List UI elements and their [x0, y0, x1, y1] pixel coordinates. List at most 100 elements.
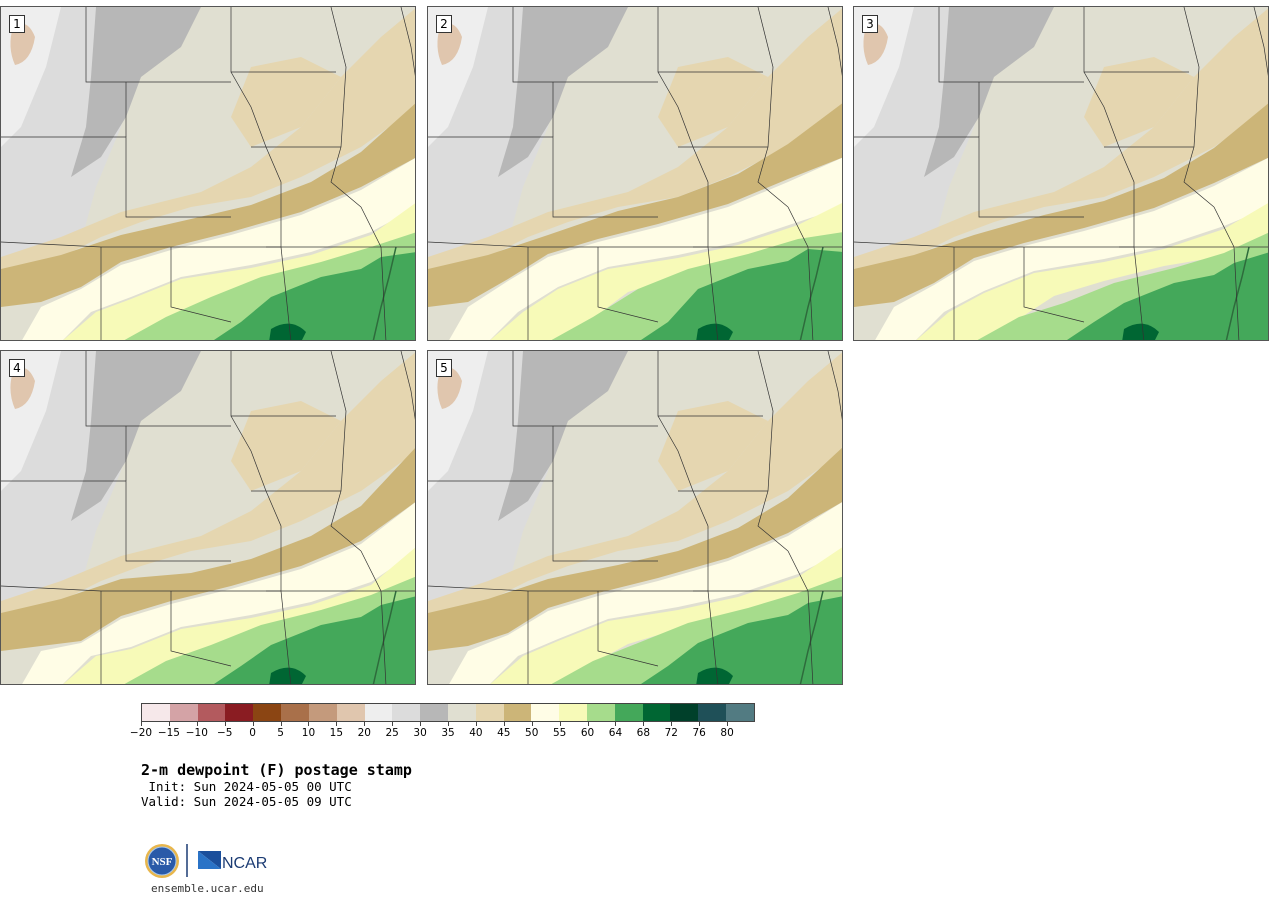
- state-border: [428, 480, 658, 562]
- state-border: [512, 7, 658, 83]
- colorbar-tickmark: [531, 722, 533, 726]
- colorbar-tickmark: [559, 722, 561, 726]
- colorbar-tick-label: 30: [413, 727, 427, 739]
- dewpoint-map-5: [428, 351, 842, 684]
- colorbar-tick-label: 40: [469, 727, 483, 739]
- panel-5[interactable]: 5: [427, 350, 843, 685]
- state-border: [707, 246, 719, 340]
- panel-4[interactable]: 4: [0, 350, 416, 685]
- state-border: [707, 590, 719, 684]
- colorbar-tickmark: [336, 722, 338, 726]
- panel-2[interactable]: 2: [427, 6, 843, 341]
- river-line: [372, 246, 397, 340]
- colorbar-tickmark: [615, 722, 617, 726]
- state-border: [1213, 206, 1240, 340]
- colorbar-swatch: [336, 704, 365, 721]
- dewpoint-band-64: [214, 252, 415, 340]
- dewpoint-band-68: [269, 323, 306, 340]
- state-border: [360, 206, 387, 340]
- colorbar-swatch: [169, 704, 198, 721]
- colorbar-tickmark: [671, 722, 673, 726]
- river-line: [372, 590, 397, 684]
- colorbar-tick-label: 45: [497, 727, 511, 739]
- colorbar-tick-label: 50: [525, 727, 539, 739]
- dewpoint-band-55: [63, 203, 415, 340]
- panel-label: 2: [436, 15, 452, 33]
- state-border: [428, 136, 658, 218]
- state-border: [360, 550, 387, 684]
- colorbar-tick-label: −15: [157, 727, 180, 739]
- colorbar-tickmark: [475, 722, 477, 726]
- colorbar-tick-label: −20: [129, 727, 153, 739]
- state-border: [854, 136, 1084, 218]
- ncar-logo-icon: NCAR: [198, 851, 267, 872]
- colorbar-tickmark: [448, 722, 449, 726]
- panel-label: 5: [436, 359, 452, 377]
- dewpoint-band-50: [22, 502, 415, 684]
- dewpoint-band-68: [1122, 323, 1159, 340]
- dewpoint-band-68: [696, 323, 733, 340]
- dewpoint-band-64: [1067, 252, 1268, 340]
- colorbar-swatch: [392, 704, 421, 721]
- colorbar-tick-label: 0: [249, 727, 256, 739]
- colorbar-swatch: [475, 704, 504, 721]
- colorbar-tickmark: [699, 722, 701, 726]
- river-line: [799, 590, 824, 684]
- colorbar-tickmark: [643, 722, 645, 726]
- state-border: [1133, 246, 1145, 340]
- river-line: [799, 246, 824, 340]
- dewpoint-band-64: [641, 249, 842, 340]
- colorbar-tickmark: [503, 722, 505, 726]
- colorbar-tickmark: [224, 722, 226, 726]
- state-border: [1, 480, 231, 562]
- state-border: [280, 246, 292, 340]
- dewpoint-band-45: [1, 103, 415, 307]
- colorbar-swatch: [308, 704, 337, 721]
- page-title: 2-m dewpoint (F) postage stamp: [141, 761, 412, 779]
- colorbar-tickmark: [168, 722, 170, 726]
- colorbar-swatch: [698, 704, 727, 721]
- state-border: [170, 591, 232, 667]
- colorbar-swatch: [197, 704, 226, 721]
- state-border: [787, 550, 814, 684]
- colorbar-tick-label: 25: [385, 727, 399, 739]
- dewpoint-band-55: [490, 547, 842, 684]
- colorbar-tick-label: 10: [301, 727, 316, 739]
- state-border: [170, 247, 232, 323]
- colorbar-tickmark: [280, 722, 282, 726]
- colorbar-swatch: [503, 704, 532, 721]
- dewpoint-band-15: [437, 23, 462, 66]
- dewpoint-map-1: [1, 7, 415, 340]
- panel-3[interactable]: 3: [853, 6, 1269, 341]
- dewpoint-band-68: [269, 667, 306, 684]
- colorbar-tickmark: [141, 722, 142, 726]
- dewpoint-band-40: [231, 401, 341, 491]
- state-border: [512, 351, 658, 427]
- dewpoint-band-15: [10, 367, 35, 409]
- nsf-logo-text: NSF: [152, 856, 173, 868]
- colorbar-tick-label: −10: [185, 727, 208, 739]
- panel-1[interactable]: 1: [0, 6, 416, 341]
- state-border: [1023, 247, 1085, 323]
- colorbar-swatch: [447, 704, 476, 721]
- state-border: [597, 247, 659, 323]
- colorbar-swatch: [142, 704, 170, 721]
- state-border: [597, 591, 659, 667]
- init-time: Init: Sun 2024-05-05 00 UTC: [141, 779, 352, 794]
- state-border: [400, 351, 415, 421]
- dewpoint-map-3: [854, 7, 1268, 340]
- dewpoint-band-68: [696, 667, 733, 684]
- colorbar-tick-label: −5: [216, 727, 233, 739]
- dewpoint-band-40: [1084, 57, 1194, 147]
- colorbar-swatch: [670, 704, 699, 721]
- site-url[interactable]: ensemble.ucar.edu: [151, 882, 264, 895]
- colorbar-tickmark: [252, 722, 254, 726]
- state-border: [85, 7, 231, 83]
- dewpoint-band-40: [1, 352, 415, 616]
- dewpoint-band-50: [875, 158, 1268, 340]
- dewpoint-band-15: [437, 367, 462, 409]
- colorbar-ticks: −20 −15 −10 −5 0 5 10 15 20 25 30 35 40 45 50 55 60 64 68 7…: [130, 722, 755, 741]
- colorbar-swatch: [587, 704, 615, 721]
- dewpoint-band-50: [449, 157, 842, 340]
- dewpoint-band-55: [916, 203, 1268, 340]
